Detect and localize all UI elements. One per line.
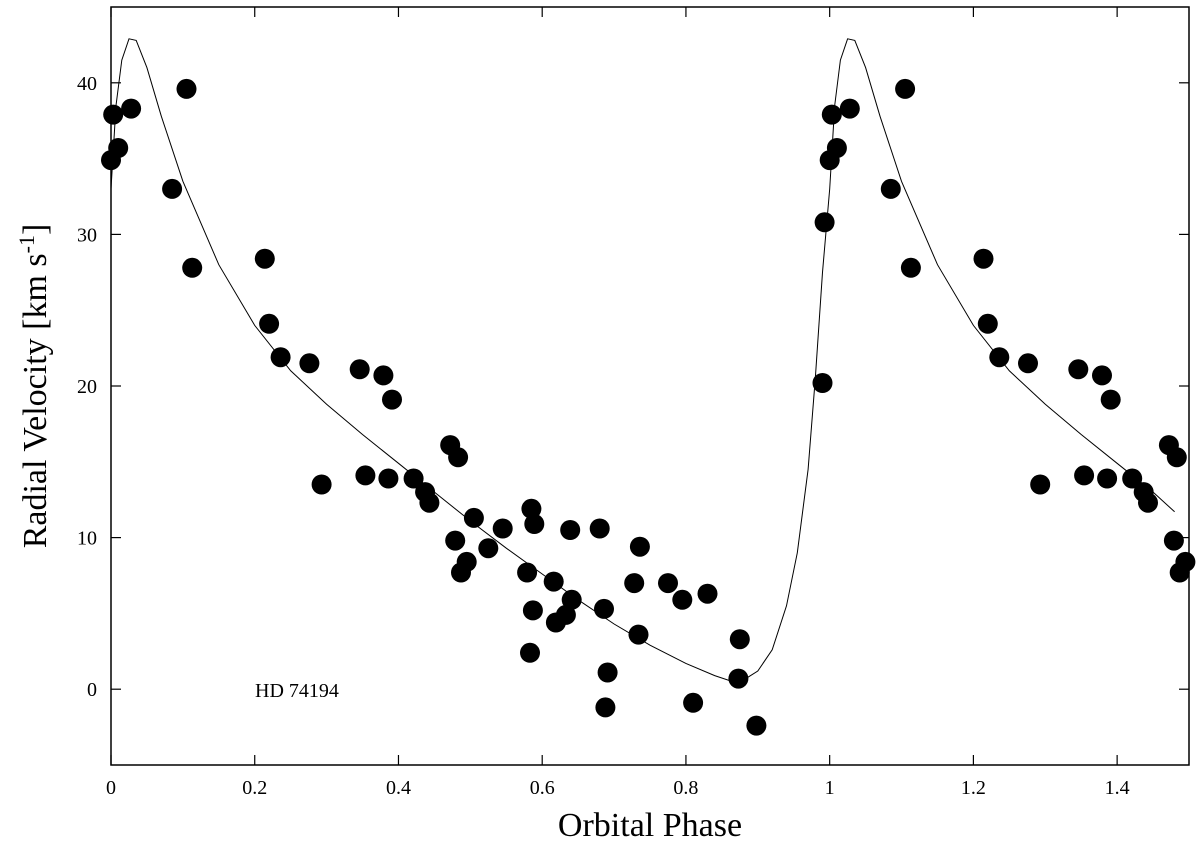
data-point xyxy=(1175,551,1196,572)
data-point xyxy=(1138,492,1158,513)
data-point xyxy=(108,138,129,158)
data-point xyxy=(1166,447,1187,468)
data-point xyxy=(900,257,921,278)
data-point xyxy=(594,598,614,619)
data-point xyxy=(839,98,860,119)
data-point xyxy=(880,178,901,199)
data-point xyxy=(456,551,477,572)
data-point xyxy=(977,313,998,334)
data-point xyxy=(176,78,197,99)
data-point xyxy=(1068,359,1089,380)
data-point xyxy=(821,104,842,125)
data-point xyxy=(561,589,582,610)
data-point xyxy=(543,571,564,592)
data-point xyxy=(1122,468,1143,489)
x-tick-label: 1.2 xyxy=(961,777,986,799)
data-point xyxy=(373,365,394,386)
data-point xyxy=(589,518,610,539)
data-point xyxy=(728,668,749,689)
data-point xyxy=(1163,530,1184,551)
data-point xyxy=(103,104,124,125)
data-point xyxy=(1074,465,1095,486)
x-tick-label: 0.4 xyxy=(386,777,411,799)
data-point xyxy=(624,573,645,594)
data-point xyxy=(814,212,835,233)
data-point xyxy=(349,359,370,380)
data-point xyxy=(445,530,466,551)
data-point xyxy=(697,583,718,604)
data-point xyxy=(254,248,275,269)
data-point xyxy=(162,178,183,199)
x-tick-label: 0.2 xyxy=(242,777,267,799)
data-point xyxy=(355,465,376,486)
data-point xyxy=(658,573,678,594)
x-tick-label: 1.4 xyxy=(1105,777,1130,799)
data-point xyxy=(517,562,538,583)
data-point xyxy=(311,474,332,495)
data-point xyxy=(524,514,545,534)
data-point xyxy=(521,498,542,519)
y-tick-label: 10 xyxy=(77,528,97,550)
data-point xyxy=(683,692,704,713)
y-axis-title-close: ] xyxy=(17,224,54,235)
data-point xyxy=(463,507,484,528)
data-point xyxy=(520,642,540,663)
y-axis-title-main: Radial Velocity [km s xyxy=(17,253,54,548)
data-point xyxy=(382,389,402,410)
data-point xyxy=(826,138,847,158)
data-point xyxy=(121,98,142,119)
data-point xyxy=(729,629,750,650)
y-axis-title-sup: -1 xyxy=(14,235,39,253)
x-tick-label: 0.6 xyxy=(530,777,555,799)
data-point xyxy=(560,520,581,540)
data-points xyxy=(101,78,1196,736)
y-tick-label: 20 xyxy=(77,376,97,398)
x-ticks: 0 0.2 0.4 0.6 0.8 1 1.2 1.4 xyxy=(106,7,1130,799)
data-point xyxy=(299,353,320,374)
data-point xyxy=(1018,353,1038,374)
data-point xyxy=(1097,468,1118,489)
data-point xyxy=(1092,365,1112,386)
data-point xyxy=(182,257,203,278)
data-point xyxy=(628,624,649,645)
data-point xyxy=(629,536,650,557)
data-point xyxy=(895,78,916,99)
y-axis-title: Radial Velocity [km s-1] xyxy=(14,224,54,549)
y-tick-label: 30 xyxy=(77,224,97,246)
data-point xyxy=(419,492,440,513)
data-point xyxy=(746,715,767,736)
data-point xyxy=(448,447,469,468)
data-point xyxy=(270,347,291,368)
data-point xyxy=(595,697,616,718)
x-axis-title: Orbital Phase xyxy=(558,807,742,841)
data-point xyxy=(259,313,280,334)
data-point xyxy=(378,468,399,489)
data-point xyxy=(403,468,424,489)
data-point xyxy=(1030,474,1051,495)
plot-frame xyxy=(110,6,1190,766)
y-ticks: 0 10 20 30 40 xyxy=(77,73,1189,701)
data-point xyxy=(597,662,618,683)
x-tick-label: 1 xyxy=(825,777,835,799)
data-point xyxy=(672,589,693,610)
y-tick-label: 40 xyxy=(77,73,97,95)
data-point xyxy=(522,600,543,621)
data-point xyxy=(555,604,576,625)
data-point xyxy=(973,248,994,269)
x-tick-label: 0.8 xyxy=(673,777,698,799)
star-annotation: HD 74194 xyxy=(255,680,339,702)
data-point xyxy=(812,373,833,393)
data-point xyxy=(492,518,513,539)
y-tick-label: 0 xyxy=(87,679,97,701)
x-tick-label: 0 xyxy=(106,777,116,799)
data-point xyxy=(989,347,1010,368)
data-point xyxy=(478,538,499,559)
data-point xyxy=(1100,389,1121,410)
